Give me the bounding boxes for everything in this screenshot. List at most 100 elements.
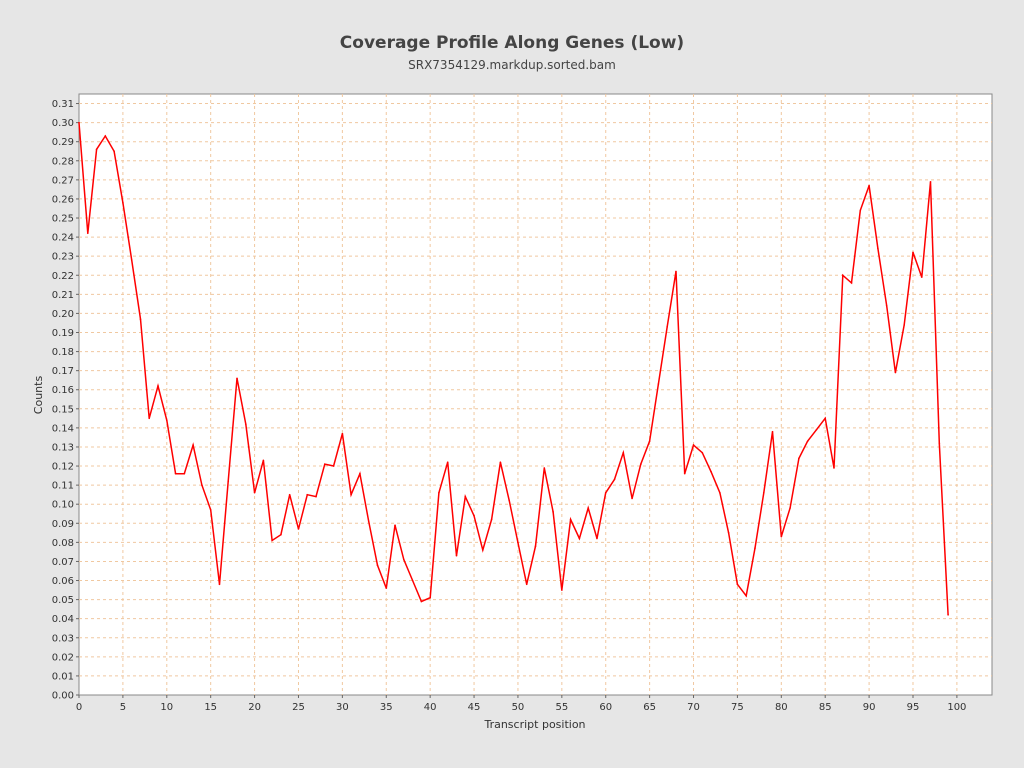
data-point [482,549,484,551]
y-tick-label: 0.19 [52,328,74,339]
y-tick-label: 0.03 [52,633,74,644]
data-point [657,383,660,385]
data-point [244,423,247,425]
y-tick-label: 0.15 [52,404,74,415]
data-point [789,507,791,509]
data-point [719,491,721,494]
data-point [666,325,668,328]
y-tick-label: 0.14 [52,423,74,434]
x-tick-label: 90 [863,702,876,713]
x-tick-label: 5 [120,702,126,713]
data-point [236,377,238,380]
x-tick-label: 55 [555,702,568,713]
data-points [78,121,949,616]
y-tick-label: 0.24 [52,233,74,244]
y-tick-label: 0.00 [52,691,74,702]
data-point [253,491,256,494]
x-tick-label: 70 [687,702,700,713]
data-point [148,417,151,420]
data-point [683,472,686,475]
data-point [815,428,818,431]
y-tick-label: 0.07 [52,557,74,568]
y-tick-label: 0.29 [52,137,74,148]
data-point [130,259,133,261]
data-point [262,459,265,462]
data-point [315,495,317,498]
data-point [139,318,142,320]
y-tick-label: 0.28 [52,156,74,167]
data-point [122,201,124,204]
x-axis-label: Transcript position [483,718,585,731]
data-point [806,440,809,443]
x-tick-label: 30 [336,702,349,713]
y-tick-label: 0.10 [52,500,74,511]
data-point [350,493,352,496]
data-point [438,491,440,494]
y-tick-label: 0.02 [52,652,74,663]
y-tick-label: 0.17 [52,366,74,377]
data-point [578,537,581,540]
data-point [165,419,168,422]
data-point [613,478,616,481]
y-tick-label: 0.09 [52,519,74,530]
y-tick-label: 0.25 [52,214,74,225]
data-point [929,180,932,183]
chart-title: Coverage Profile Along Genes (Low) [340,33,684,53]
data-point [710,470,712,473]
y-tick-label: 0.27 [52,175,74,186]
y-tick-label: 0.06 [52,576,74,587]
data-point [201,484,203,486]
data-point [675,270,677,273]
x-tick-label: 25 [292,702,305,713]
data-point [367,520,370,523]
data-point [552,511,554,513]
data-point [394,524,396,526]
data-point [631,497,633,500]
data-point [947,614,949,616]
data-point [473,514,475,517]
y-tick-label: 0.16 [52,385,74,396]
data-point [429,596,431,599]
x-tick-label: 100 [947,702,966,713]
data-point [841,274,844,277]
data-point [341,432,344,435]
data-point [113,150,115,153]
chart-subtitle: SRX7354129.markdup.sorted.bam [408,58,616,72]
y-tick-label: 0.01 [52,671,74,682]
data-point [517,541,519,544]
x-tick-label: 40 [424,702,437,713]
x-tick-label: 10 [160,702,173,713]
data-point [209,509,212,511]
data-point [420,600,423,603]
data-point [596,537,598,540]
data-point [385,587,388,589]
plot-area [78,93,993,696]
data-point [938,442,941,444]
ticks: 0 5 10 15 20 25 30 35 40 45 50 55 60 65 70 75 80 85 90 95 10… [52,99,967,713]
data-point [762,491,765,494]
y-tick-label: 0.04 [52,614,74,625]
x-tick-label: 15 [204,702,217,713]
data-point [640,463,642,465]
data-point [701,451,704,454]
data-point [885,304,888,307]
data-point [622,451,625,454]
data-point [587,507,589,509]
x-tick-label: 0 [76,702,82,713]
y-tick-label: 0.13 [52,442,74,453]
data-point [359,472,361,475]
y-tick-label: 0.11 [52,481,74,492]
data-point [297,528,300,530]
x-tick-label: 45 [468,702,481,713]
data-point [280,533,282,536]
coverage-line [78,122,949,615]
data-point [411,579,414,582]
x-tick-label: 65 [643,702,656,713]
y-axis-label: Counts [32,376,45,415]
y-tick-label: 0.22 [52,271,74,282]
x-tick-label: 35 [380,702,393,713]
data-point [903,324,906,326]
data-point [306,493,309,496]
data-point [78,121,80,124]
